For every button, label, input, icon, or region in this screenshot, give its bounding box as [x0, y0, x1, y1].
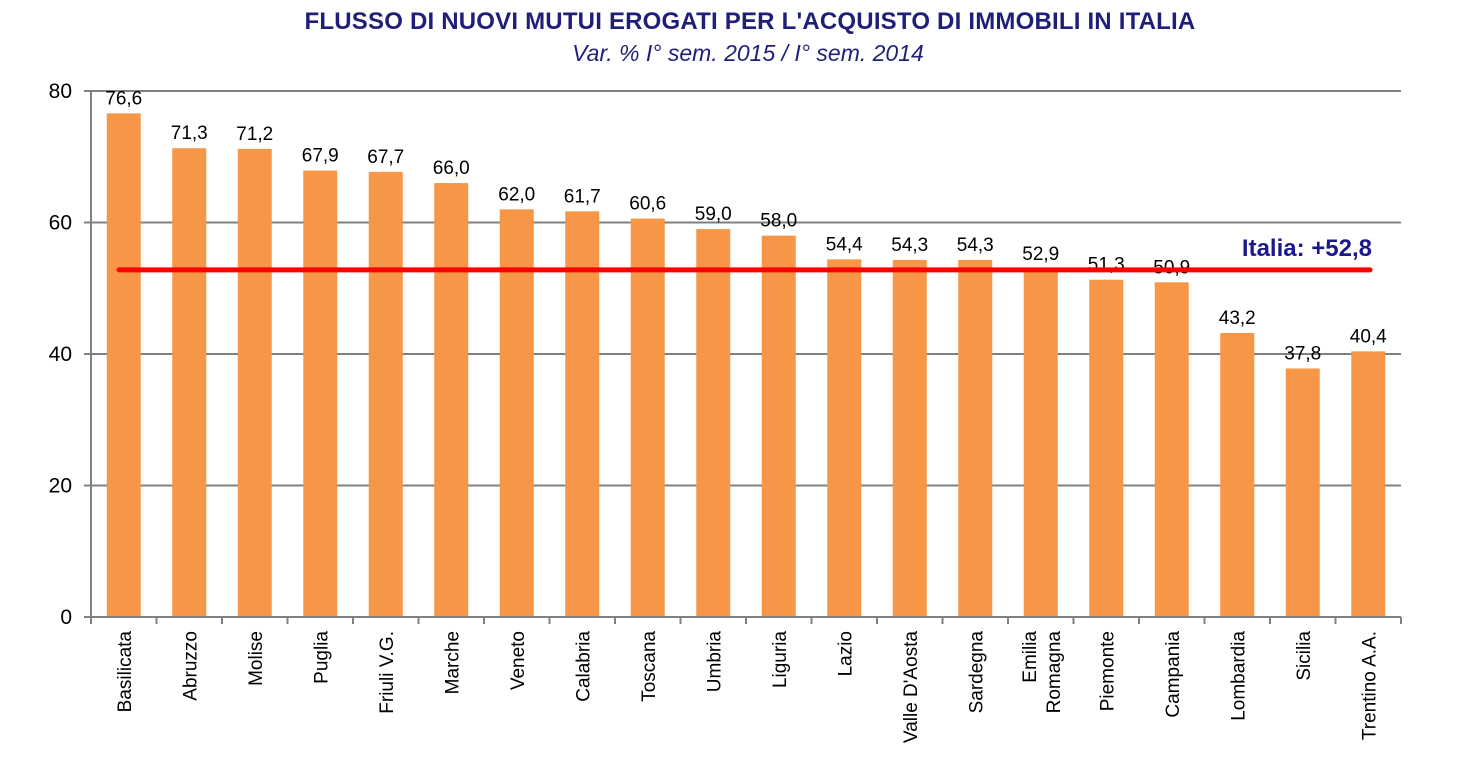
x-tick-label-group: Emilia Romagna	[1020, 631, 1065, 714]
data-labels: 76,6 71,3 71,2 67,9 67,7 66,0 62,0 61,7 60,6 59,0…	[105, 88, 1387, 364]
data-label: 60,6	[629, 194, 666, 215]
x-tick-label-group: Toscana	[639, 631, 660, 702]
x-tick-label-group: Trentino A.A.	[1359, 631, 1380, 740]
data-label: 59,0	[695, 204, 732, 225]
data-label: 54,4	[826, 234, 863, 255]
bar	[630, 218, 665, 617]
bar	[303, 170, 338, 617]
x-tick-label-group: Abruzzo	[180, 631, 201, 701]
x-tick-label-group: Umbria	[704, 631, 725, 693]
data-label: 58,0	[760, 211, 797, 232]
bar	[1351, 351, 1386, 617]
x-tick-label-group: Friuli V.G.	[377, 631, 398, 714]
x-tick-label: Puglia	[311, 631, 332, 684]
x-tick-label-group: Liguria	[770, 631, 791, 688]
x-tick-label: Veneto	[508, 631, 529, 690]
data-label: 54,3	[957, 235, 994, 256]
x-tick-label: Valle D'Aosta	[901, 631, 922, 743]
x-tick-label: Friuli V.G.	[377, 631, 398, 714]
x-tick-label-group: Veneto	[508, 631, 529, 690]
y-tick-label: 0	[60, 606, 72, 629]
data-label: 51,3	[1088, 255, 1125, 276]
x-tick-label: Emilia	[1020, 631, 1041, 683]
bar	[1023, 269, 1058, 617]
x-tick-label: Abruzzo	[180, 631, 201, 701]
bar	[892, 259, 927, 617]
data-label: 71,3	[171, 123, 208, 144]
data-label: 76,6	[105, 88, 142, 109]
bar	[958, 259, 993, 617]
data-label: 71,2	[236, 124, 273, 145]
reference-line-label: Italia: +52,8	[1242, 235, 1372, 262]
x-tick-label-group: Sicilia	[1294, 631, 1315, 681]
data-label: 52,9	[1022, 244, 1059, 265]
x-tick-label: Liguria	[770, 631, 791, 688]
axes: 0 20 40 60 80 Basilicata Abruzzo Molise Puglia Fr…	[49, 80, 1402, 743]
x-tick-label: Toscana	[639, 631, 660, 702]
x-tick-label: Lazio	[835, 631, 856, 676]
x-tick-label: Basilicata	[115, 631, 136, 713]
x-tick-label-group: Lazio	[835, 631, 856, 676]
x-tick-label: Sicilia	[1294, 631, 1315, 681]
x-tick-label-group: Molise	[246, 631, 267, 686]
data-label: 62,0	[498, 184, 535, 205]
gridlines	[91, 90, 1401, 487]
y-tick-label: 20	[49, 475, 72, 498]
x-tick-label-group: Puglia	[311, 631, 332, 684]
bar	[172, 148, 207, 617]
x-tick-label: Molise	[246, 631, 267, 686]
x-tick-label: Romagna	[1044, 631, 1065, 714]
bar	[827, 259, 862, 617]
x-tick-label-group: Piemonte	[1097, 631, 1118, 711]
x-tick-label-group: Basilicata	[115, 631, 136, 713]
data-label: 54,3	[891, 235, 928, 256]
x-tick-label: Umbria	[704, 631, 725, 693]
x-tick-label-group: Lombardia	[1228, 631, 1249, 721]
x-tick-label: Lombardia	[1228, 631, 1249, 721]
bar	[696, 229, 731, 617]
data-label: 43,2	[1219, 308, 1256, 329]
x-tick-label-group: Sardegna	[966, 631, 987, 714]
data-label: 61,7	[564, 186, 601, 207]
y-tick-label: 80	[49, 80, 72, 103]
bar	[368, 171, 403, 617]
x-tick-label: Piemonte	[1097, 631, 1118, 711]
bar	[565, 211, 600, 617]
y-tick-label: 40	[49, 343, 72, 366]
bar	[237, 148, 272, 618]
x-tick-label-group: Marche	[442, 631, 463, 694]
reference-line-group: Italia: +52,8	[116, 235, 1373, 273]
data-label: 40,4	[1350, 326, 1387, 347]
bar	[1285, 368, 1320, 617]
chart-subtitle: Var. % I° sem. 2015 / I° sem. 2014	[572, 40, 924, 66]
bar	[1154, 282, 1189, 617]
x-tick-label-group: Calabria	[573, 631, 594, 702]
x-tick-label: Campania	[1163, 631, 1184, 718]
bar	[434, 183, 469, 618]
data-label: 66,0	[433, 158, 470, 179]
data-label: 67,7	[367, 147, 404, 168]
x-tick-label: Calabria	[573, 631, 594, 702]
x-tick-label: Trentino A.A.	[1359, 631, 1380, 740]
chart-title: FLUSSO DI NUOVI MUTUI EROGATI PER L'ACQU…	[304, 8, 1196, 35]
bar	[1220, 332, 1255, 617]
bar	[106, 113, 141, 617]
data-label: 37,8	[1284, 343, 1321, 364]
bar	[499, 209, 534, 617]
bars	[106, 113, 1386, 618]
data-label: 67,9	[302, 146, 339, 167]
x-tick-label: Marche	[442, 631, 463, 694]
bar	[761, 235, 796, 617]
x-tick-label: Sardegna	[966, 631, 987, 714]
x-tick-label-group: Campania	[1163, 631, 1184, 718]
y-tick-label: 60	[49, 212, 72, 235]
x-tick-label-group: Valle D'Aosta	[901, 631, 922, 743]
bar	[1089, 279, 1124, 617]
